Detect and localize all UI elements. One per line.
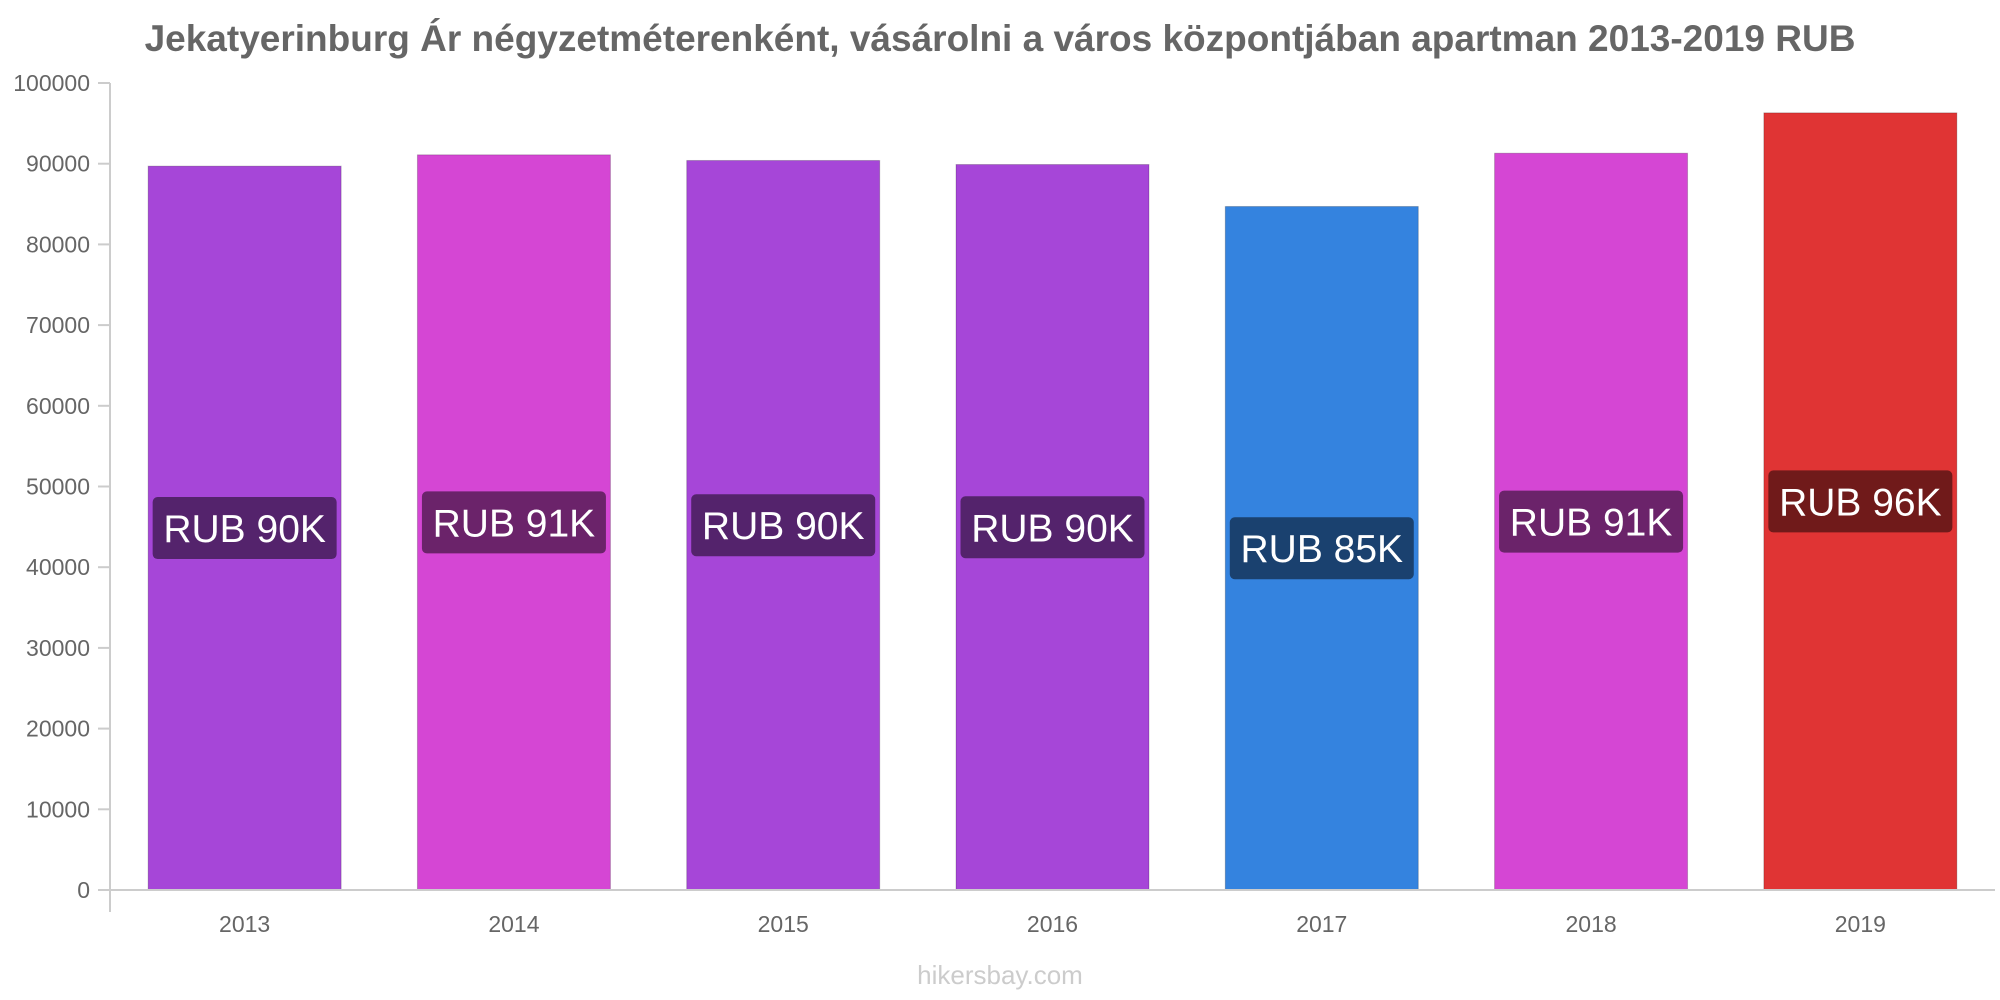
watermark: hikersbay.com	[917, 960, 1083, 990]
x-tick-label: 2015	[758, 911, 809, 937]
y-tick-label: 40000	[26, 554, 90, 580]
y-tick-label: 70000	[26, 312, 90, 338]
y-tick-label: 80000	[26, 231, 90, 257]
value-label-box	[421, 491, 606, 554]
value-label-box	[1768, 470, 1953, 533]
value-label-box	[152, 497, 337, 560]
y-tick-label: 90000	[26, 151, 90, 177]
x-tick-label: 2013	[219, 911, 270, 937]
y-tick-label: 60000	[26, 393, 90, 419]
value-label: RUB 96K	[1779, 481, 1942, 524]
x-tick-label: 2017	[1296, 911, 1347, 937]
value-label: RUB 90K	[702, 505, 865, 548]
value-label: RUB 91K	[433, 502, 596, 545]
x-tick-label: 2016	[1027, 911, 1078, 937]
y-tick-label: 50000	[26, 474, 90, 500]
value-label: RUB 91K	[1510, 502, 1673, 545]
value-label-box	[1229, 517, 1414, 580]
value-label: RUB 90K	[971, 507, 1134, 550]
x-tick-label: 2014	[488, 911, 539, 937]
y-tick-label: 10000	[26, 796, 90, 822]
chart-title: Jekatyerinburg Ár négyzetméterenként, vá…	[144, 18, 1856, 59]
value-label: RUB 90K	[163, 508, 326, 551]
y-tick-label: 30000	[26, 635, 90, 661]
y-axis-ticks: 0 10000 20000 30000 40000 50000 60000 70000 8000…	[13, 70, 110, 903]
value-labels: RUB 90K RUB 91K RUB 90K RUB 90K RUB 85K RUB 9…	[152, 470, 1953, 580]
x-tick-label: 2019	[1835, 911, 1886, 937]
y-tick-label: 20000	[26, 716, 90, 742]
value-label-box	[691, 494, 876, 557]
y-tick-label: 0	[77, 877, 90, 903]
value-label: RUB 85K	[1240, 528, 1403, 571]
y-tick-label: 100000	[13, 70, 90, 96]
value-label-box	[960, 496, 1145, 559]
x-axis-ticks: 2013 2014 2015 2016 2017 2018 2019	[219, 911, 1886, 937]
value-label-box	[1499, 490, 1684, 553]
x-tick-label: 2018	[1565, 911, 1616, 937]
